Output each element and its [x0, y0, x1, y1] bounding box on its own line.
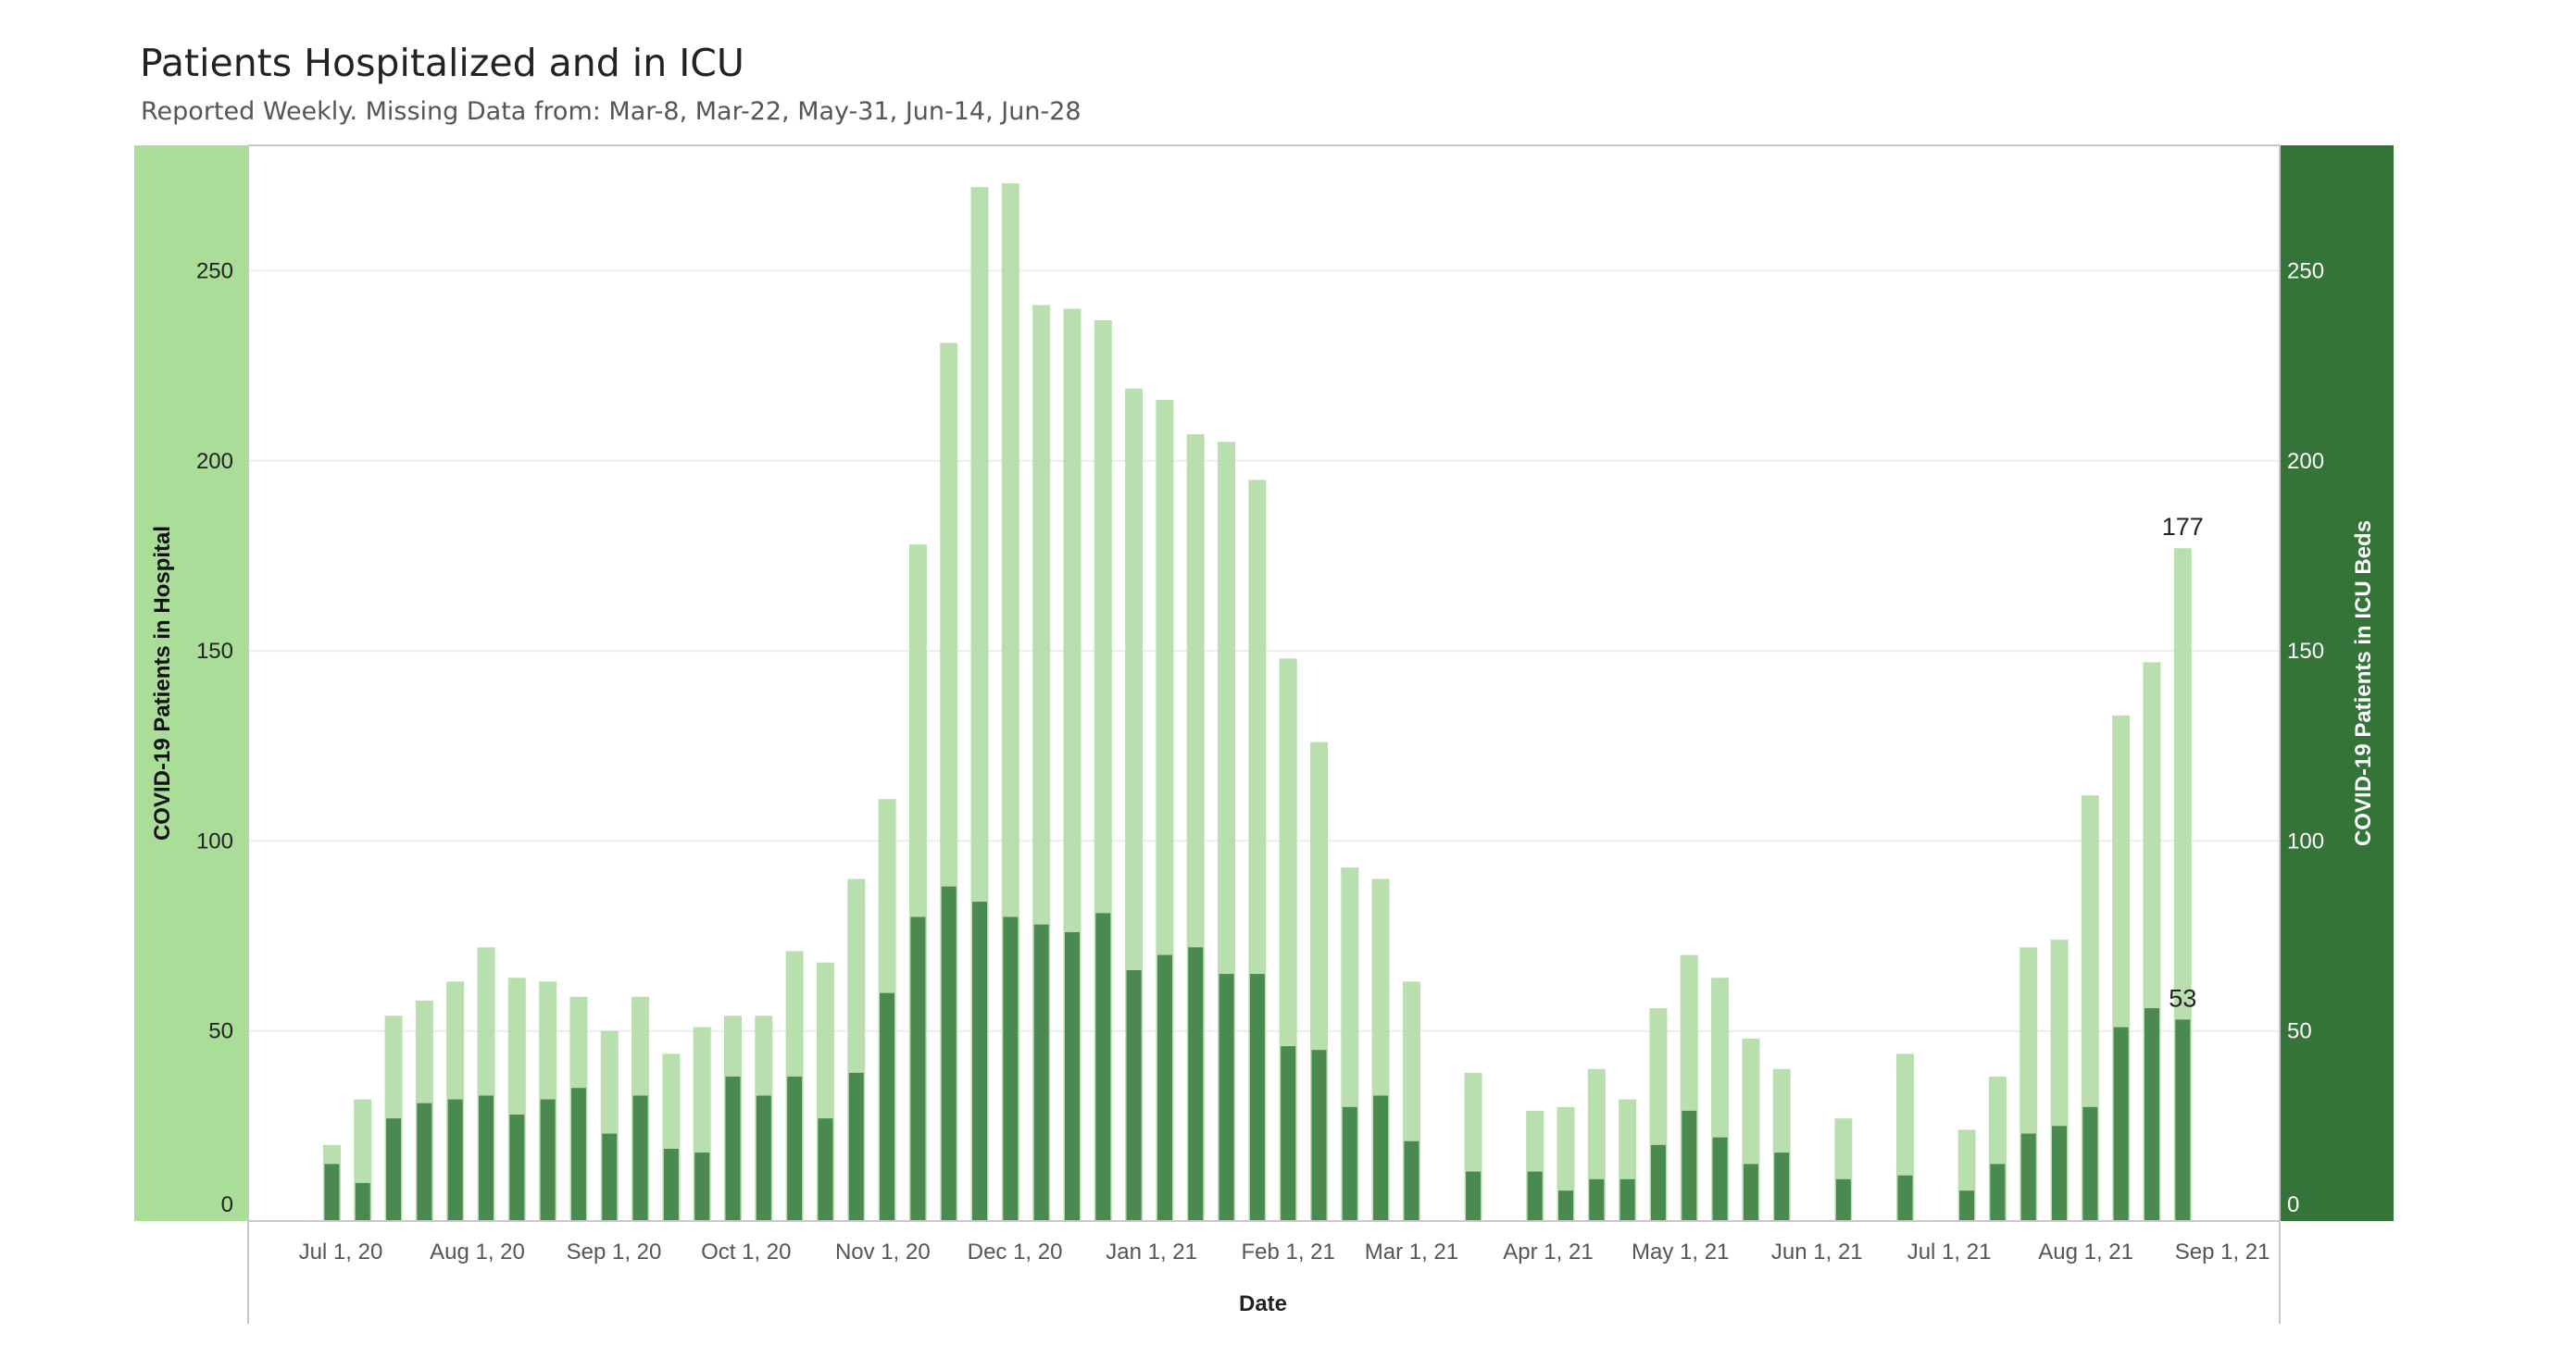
- icu-bar: [1774, 1153, 1790, 1221]
- icu-bar: [941, 886, 957, 1221]
- icu-bar: [1404, 1140, 1419, 1221]
- y-tick-label-left: 150: [196, 639, 233, 664]
- y-tick-label-right: 50: [2287, 1019, 2312, 1044]
- icu-bar: [2113, 1027, 2129, 1221]
- icu-bar: [1157, 954, 1172, 1221]
- data-label: 177: [2162, 513, 2204, 541]
- icu-bar: [1835, 1178, 1851, 1221]
- tick-labels: 0 50 100 150 200 250 0 50 100 150 200 250 Jul 1, 20 A…: [196, 258, 2324, 1265]
- icu-bar: [725, 1076, 741, 1221]
- icu-bar: [2020, 1133, 2036, 1221]
- chart-title: Patients Hospitalized and in ICU: [140, 41, 744, 85]
- y-tick-label-right: 0: [2287, 1192, 2299, 1217]
- x-tick-label: Jul 1, 20: [299, 1240, 383, 1265]
- icu-bar: [540, 1099, 556, 1221]
- icu-bar: [1095, 913, 1111, 1221]
- x-tick-label: Jun 1, 21: [1771, 1240, 1863, 1265]
- y-tick-label-left: 200: [196, 449, 233, 474]
- y-tick-label-right: 150: [2287, 639, 2324, 664]
- icu-bar: [632, 1095, 648, 1221]
- icu-bar: [1558, 1190, 1574, 1221]
- x-tick-label: May 1, 21: [1632, 1240, 1729, 1265]
- icu-bar: [1373, 1095, 1389, 1221]
- y-tick-label-left: 50: [208, 1019, 233, 1044]
- icu-bar: [818, 1118, 833, 1221]
- x-tick-label: Jul 1, 21: [1907, 1240, 1992, 1265]
- icu-bar: [417, 1103, 432, 1221]
- icu-bar: [509, 1115, 525, 1221]
- y-tick-label-left: 250: [196, 258, 233, 283]
- icu-bar: [478, 1095, 494, 1221]
- icu-bar: [1249, 974, 1265, 1221]
- icu-bar: [1527, 1171, 1543, 1221]
- x-tick-label: Sep 1, 20: [567, 1240, 662, 1265]
- x-tick-label: Jan 1, 21: [1106, 1240, 1197, 1265]
- icu-bar: [1342, 1106, 1357, 1221]
- icu-bar: [1126, 970, 1142, 1221]
- icu-bar: [787, 1076, 803, 1221]
- icu-bar: [324, 1164, 340, 1221]
- icu-bar: [1897, 1175, 1913, 1221]
- axes: [247, 144, 2281, 1324]
- y-tick-label-right: 250: [2287, 258, 2324, 283]
- icu-bar: [1650, 1144, 1666, 1221]
- icu-bar: [972, 902, 988, 1221]
- icu-bar: [848, 1072, 864, 1221]
- icu-bar: [910, 916, 926, 1221]
- icu-bar: [447, 1099, 463, 1221]
- icu-bar: [602, 1133, 618, 1221]
- y-tick-label-right: 100: [2287, 829, 2324, 854]
- icu-bar: [2175, 1019, 2191, 1221]
- icu-bar: [1589, 1178, 1605, 1221]
- y-axis-title-right: COVID-19 Patients in ICU Beds: [2351, 520, 2376, 846]
- icu-bar: [2052, 1126, 2068, 1221]
- right-axis-band: [2281, 145, 2394, 1221]
- x-tick-label: Oct 1, 20: [701, 1240, 791, 1265]
- icu-bar: [880, 992, 895, 1221]
- icu-bar: [1311, 1050, 1327, 1221]
- left-axis-band: [134, 145, 247, 1221]
- icu-bar: [386, 1118, 402, 1221]
- x-tick-label: Mar 1, 21: [1365, 1240, 1458, 1265]
- icu-bar: [1033, 924, 1049, 1221]
- y-tick-label-left: 100: [196, 829, 233, 854]
- x-tick-label: Aug 1, 20: [430, 1240, 525, 1265]
- x-tick-label: Aug 1, 21: [2038, 1240, 2133, 1265]
- x-axis-title: Date: [1239, 1291, 1287, 1316]
- icu-bar: [1959, 1190, 1975, 1221]
- icu-bar: [2082, 1106, 2098, 1221]
- icu-bar: [1466, 1171, 1482, 1221]
- icu-bar: [1281, 1046, 1296, 1221]
- x-tick-label: Nov 1, 20: [835, 1240, 931, 1265]
- bar-marks: [322, 183, 2192, 1222]
- x-tick-label: Dec 1, 20: [968, 1240, 1063, 1265]
- icu-bar: [756, 1095, 771, 1221]
- data-labels: 177 53: [2162, 513, 2204, 1012]
- gridlines: [248, 269, 2280, 1032]
- icu-bar: [2144, 1008, 2159, 1221]
- data-label: 53: [2169, 984, 2196, 1012]
- icu-bar: [1990, 1164, 2006, 1221]
- icu-bar: [1682, 1110, 1697, 1221]
- icu-bar: [1712, 1137, 1728, 1221]
- icu-bar: [1743, 1164, 1758, 1221]
- icu-bar: [1619, 1178, 1635, 1221]
- y-axis-title-left: COVID-19 Patients in Hospital: [150, 526, 175, 841]
- x-tick-label: Sep 1, 21: [2175, 1240, 2270, 1265]
- icu-bar: [663, 1148, 679, 1221]
- y-tick-label-right: 200: [2287, 449, 2324, 474]
- chart-subtitle: Reported Weekly. Missing Data from: Mar-…: [141, 97, 1082, 126]
- icu-bar: [1064, 931, 1080, 1221]
- icu-bar: [355, 1182, 370, 1221]
- icu-bar: [1003, 916, 1019, 1221]
- x-tick-label: Apr 1, 21: [1503, 1240, 1593, 1265]
- icu-bar: [694, 1153, 710, 1221]
- icu-bar: [1219, 974, 1234, 1221]
- y-tick-label-left: 0: [221, 1192, 233, 1217]
- icu-bar: [570, 1088, 586, 1221]
- x-tick-label: Feb 1, 21: [1241, 1240, 1334, 1265]
- icu-bar: [1188, 947, 1204, 1221]
